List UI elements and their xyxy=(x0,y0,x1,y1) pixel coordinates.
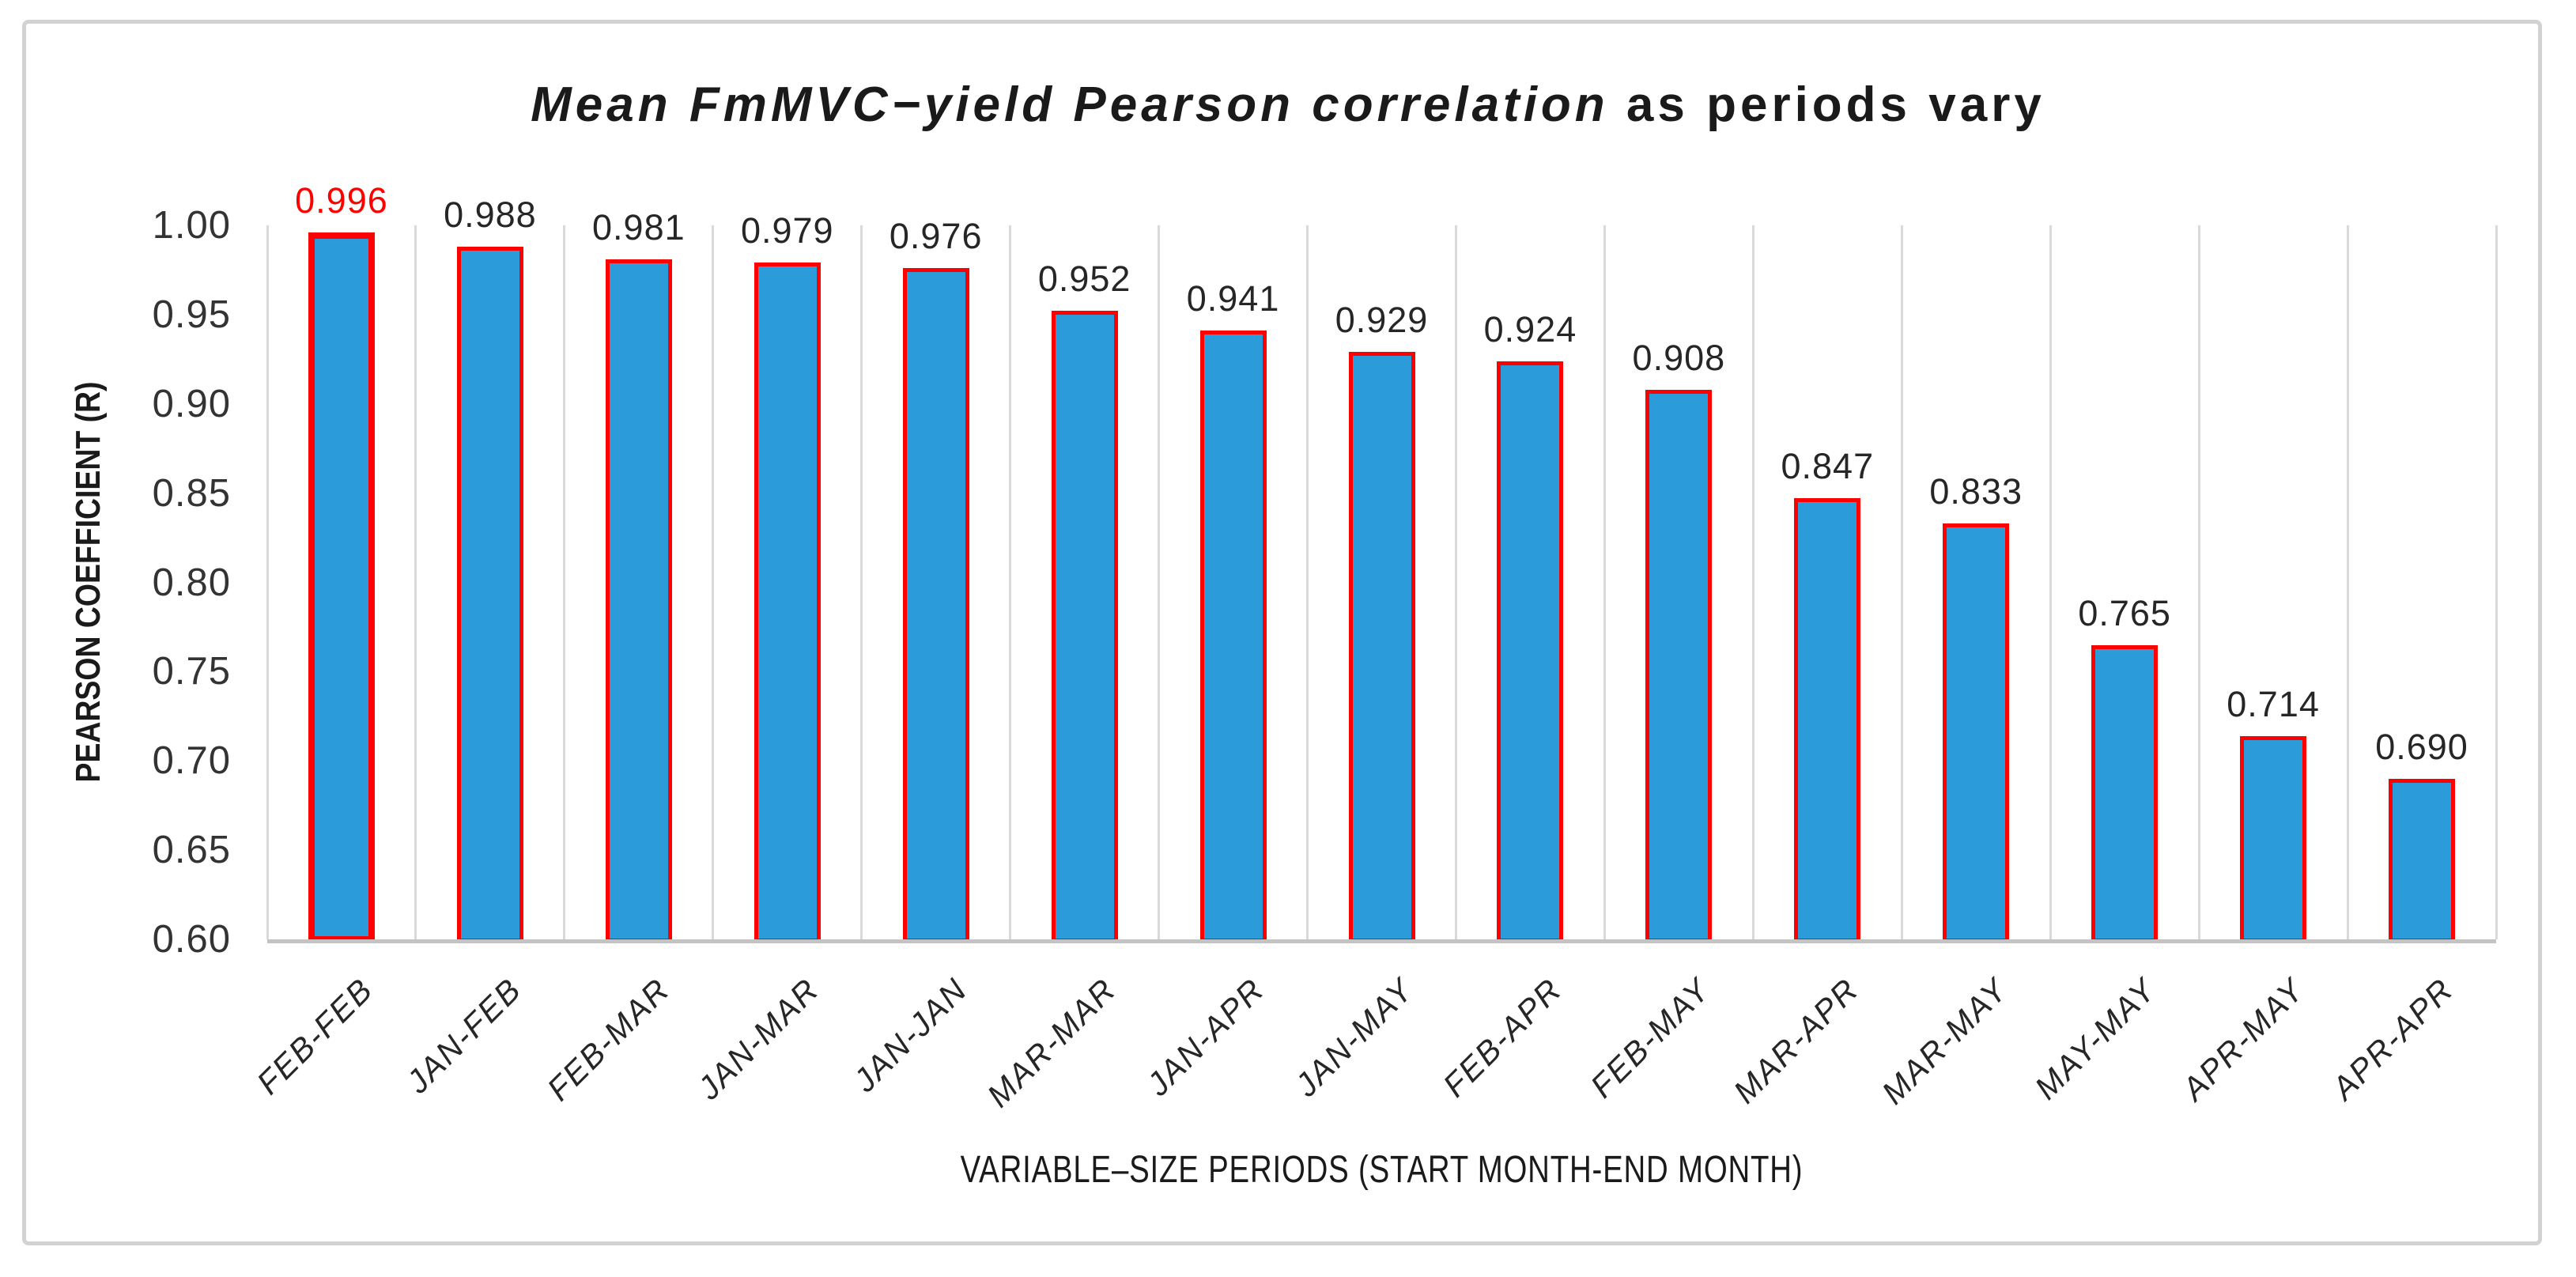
bar xyxy=(1645,389,1713,943)
chart-frame xyxy=(22,20,2542,1245)
vertical-gridline xyxy=(2346,225,2349,939)
vertical-gridline xyxy=(266,225,269,939)
vertical-gridline xyxy=(2049,225,2052,939)
bar xyxy=(1348,352,1415,943)
vertical-gridline xyxy=(860,225,863,939)
y-tick-label: 0.65 xyxy=(152,829,231,872)
bar-value-label: 0.908 xyxy=(1632,337,1726,378)
bar xyxy=(456,247,523,943)
x-axis-title: VARIABLE–SIZE PERIODS (START MONTH-END M… xyxy=(960,1149,1804,1191)
vertical-gridline xyxy=(1454,225,1457,939)
vertical-gridline xyxy=(1009,225,1012,939)
chart-title-italic-part: Mean FmMVC−yield Pearson correlation xyxy=(531,77,1609,132)
y-tick-label: 0.70 xyxy=(152,739,231,783)
bar-value-label: 0.924 xyxy=(1483,308,1577,349)
bar-value-label: 0.981 xyxy=(592,206,686,247)
bar xyxy=(1051,311,1118,943)
vertical-gridline xyxy=(2495,225,2498,939)
bar xyxy=(2091,644,2159,943)
vertical-gridline xyxy=(414,225,417,939)
bar-value-label: 0.976 xyxy=(889,216,983,257)
vertical-gridline xyxy=(1751,225,1754,939)
bar xyxy=(308,232,375,943)
bar-value-label: 0.988 xyxy=(444,195,537,236)
bar-value-label: 0.847 xyxy=(1781,446,1875,487)
bar-value-label: 0.765 xyxy=(2078,592,2171,633)
vertical-gridline xyxy=(1900,225,1903,939)
bar-value-label: 0.714 xyxy=(2227,683,2320,724)
y-tick-label: 0.90 xyxy=(152,382,231,425)
bar-value-label: 0.690 xyxy=(2375,726,2468,767)
vertical-gridline xyxy=(1158,225,1161,939)
y-tick-label: 0.80 xyxy=(152,561,231,604)
vertical-gridline xyxy=(1306,225,1309,939)
bar-value-label: 0.979 xyxy=(740,210,834,251)
bar xyxy=(1199,331,1267,943)
y-tick-label: 0.85 xyxy=(152,471,231,515)
vertical-gridline xyxy=(563,225,566,939)
bar xyxy=(754,263,821,943)
bar xyxy=(902,268,969,943)
bar xyxy=(1794,498,1861,943)
y-tick-label: 1.00 xyxy=(152,204,231,247)
bar xyxy=(2240,735,2307,943)
bar-value-label: 0.833 xyxy=(1929,471,2023,512)
y-tick-label: 0.75 xyxy=(152,650,231,693)
y-tick-label: 0.60 xyxy=(152,918,231,961)
x-axis-line xyxy=(267,939,2496,943)
vertical-gridline xyxy=(1603,225,1606,939)
chart-title-regular-part: as periods vary xyxy=(1608,77,2045,132)
bar-value-label: 0.952 xyxy=(1037,259,1131,300)
y-tick-label: 0.95 xyxy=(152,293,231,336)
bar-value-label: 0.941 xyxy=(1186,278,1280,319)
bar xyxy=(605,259,672,943)
bar xyxy=(1497,361,1564,943)
bar-value-label: 0.996 xyxy=(295,180,388,221)
vertical-gridline xyxy=(2197,225,2200,939)
vertical-gridline xyxy=(712,225,715,939)
bar xyxy=(2389,778,2456,943)
chart-title: Mean FmMVC−yield Pearson correlation as … xyxy=(0,76,2576,134)
bar-value-label: 0.929 xyxy=(1335,300,1429,341)
bar xyxy=(1943,523,2010,943)
